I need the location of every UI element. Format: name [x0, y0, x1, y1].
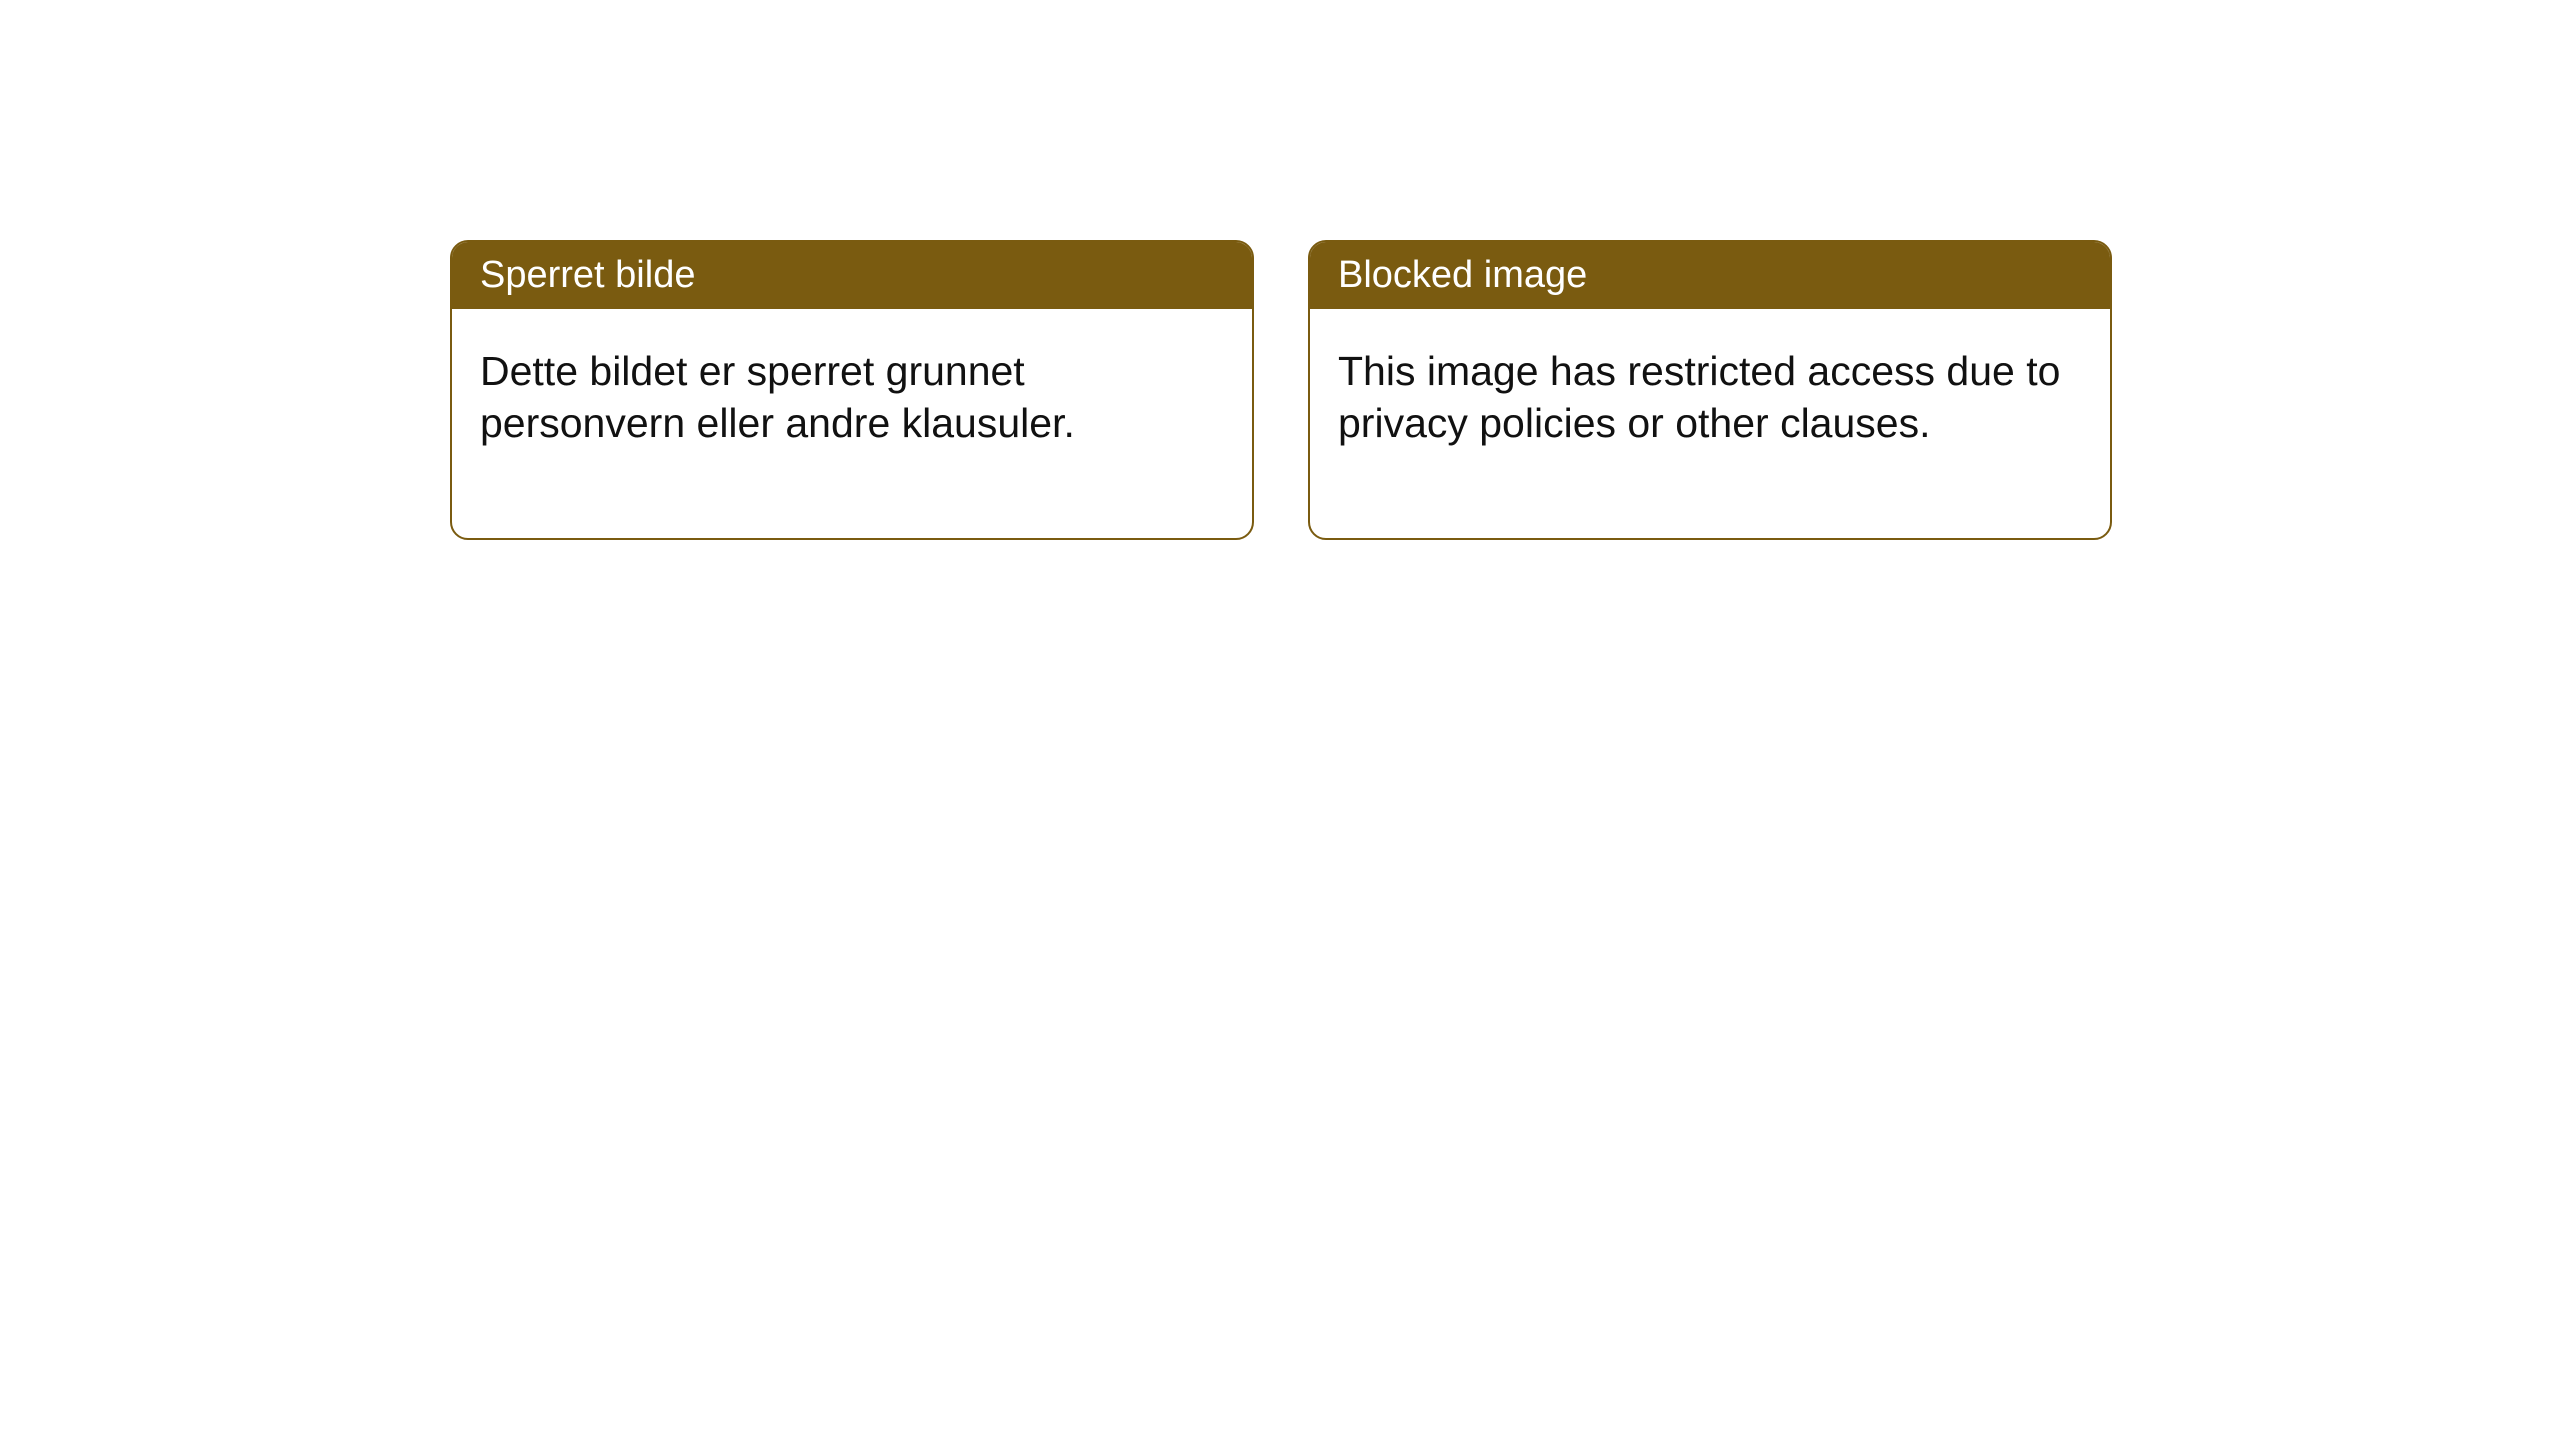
notice-card-header: Sperret bilde [452, 242, 1252, 309]
notice-card-english: Blocked image This image has restricted … [1308, 240, 2112, 540]
notice-title: Sperret bilde [480, 254, 695, 296]
notice-title: Blocked image [1338, 254, 1587, 296]
notice-card-body: Dette bildet er sperret grunnet personve… [452, 309, 1252, 538]
notice-body-text: Dette bildet er sperret grunnet personve… [480, 348, 1075, 446]
notice-cards-container: Sperret bilde Dette bildet er sperret gr… [450, 240, 2560, 540]
notice-card-header: Blocked image [1310, 242, 2110, 309]
notice-card-body: This image has restricted access due to … [1310, 309, 2110, 538]
notice-card-norwegian: Sperret bilde Dette bildet er sperret gr… [450, 240, 1254, 540]
notice-body-text: This image has restricted access due to … [1338, 348, 2060, 446]
